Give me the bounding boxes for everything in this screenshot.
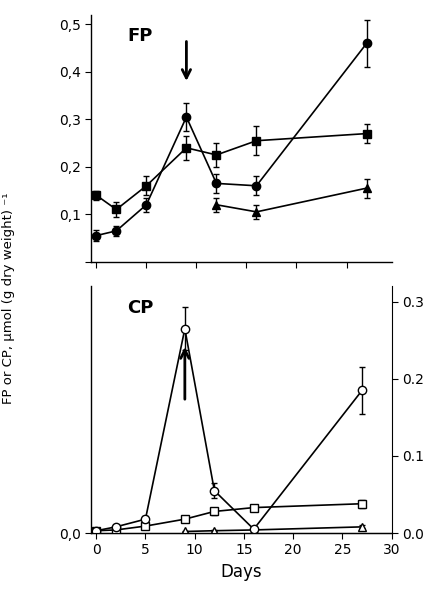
Text: FP or CP, μmol (g dry weight) ⁻¹: FP or CP, μmol (g dry weight) ⁻¹	[2, 193, 15, 403]
X-axis label: Days: Days	[220, 563, 261, 581]
Text: CP: CP	[127, 299, 153, 316]
Text: FP: FP	[127, 27, 152, 45]
